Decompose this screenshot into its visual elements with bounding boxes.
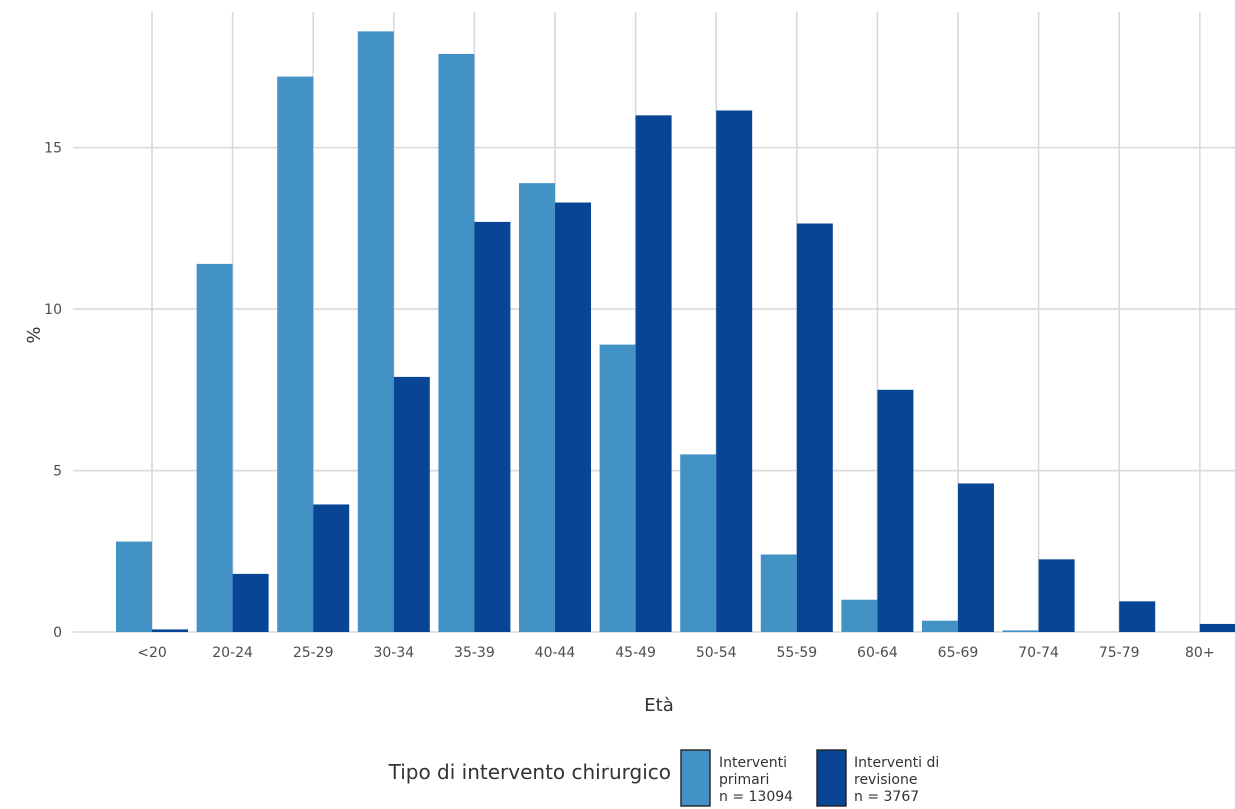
bar-primari-7 bbox=[680, 454, 717, 632]
bar-revisione-7 bbox=[716, 110, 753, 633]
bar-revisione-0 bbox=[152, 629, 188, 632]
x-tick-label: 20-24 bbox=[212, 645, 253, 661]
bar-revisione-11 bbox=[1038, 559, 1075, 632]
legend-title: Tipo di intervento chirurgico bbox=[388, 760, 671, 784]
bar-primari-9 bbox=[841, 599, 878, 632]
y-tick-label: 10 bbox=[44, 302, 62, 318]
legend-label-revisione: n = 3767 bbox=[854, 789, 919, 805]
legend-label-revisione: revisione bbox=[854, 772, 917, 788]
y-tick-label: 0 bbox=[53, 625, 62, 641]
bar-revisione-12 bbox=[1119, 601, 1156, 632]
bar-revisione-2 bbox=[313, 504, 350, 632]
y-tick-label: 5 bbox=[53, 464, 62, 480]
x-tick-label: 55-59 bbox=[776, 645, 817, 661]
bar-primari-10 bbox=[922, 620, 958, 632]
x-tick-label: 50-54 bbox=[696, 645, 737, 661]
tick-labels: 0 5 10 15 <20 20-24 25-29 30-34 35-39 40-44 45-49 5… bbox=[44, 141, 1214, 661]
y-axis-title: % bbox=[22, 326, 43, 343]
bar-revisione-10 bbox=[958, 483, 994, 632]
x-tick-label: 70-74 bbox=[1018, 645, 1059, 661]
bar-revisione-5 bbox=[555, 202, 591, 633]
bar-primari-2 bbox=[277, 76, 314, 633]
legend-label-primari: n = 13094 bbox=[719, 789, 793, 805]
x-tick-label: 60-64 bbox=[857, 645, 898, 661]
bars bbox=[116, 31, 1235, 633]
bar-revisione-13 bbox=[1199, 623, 1235, 632]
bar-primari-4 bbox=[438, 53, 475, 632]
x-tick-label: 35-39 bbox=[454, 645, 495, 661]
bar-revisione-3 bbox=[393, 376, 430, 632]
bar-primari-6 bbox=[599, 344, 636, 632]
bar-primari-5 bbox=[519, 183, 555, 633]
x-tick-label: 75-79 bbox=[1099, 645, 1140, 661]
x-tick-label: 30-34 bbox=[373, 645, 414, 661]
bar-primari-1 bbox=[196, 263, 233, 632]
bar-revisione-6 bbox=[635, 115, 672, 633]
legend-label-primari: Interventi bbox=[719, 755, 787, 771]
bar-primari-11 bbox=[1002, 630, 1039, 632]
x-tick-label: 65-69 bbox=[938, 645, 979, 661]
x-tick-label: 25-29 bbox=[293, 645, 334, 661]
bar-primari-8 bbox=[760, 554, 797, 632]
legend-label-revisione: Interventi di bbox=[854, 755, 939, 771]
bar-primari-3 bbox=[357, 31, 394, 632]
legend-key-primari bbox=[680, 749, 711, 807]
x-axis-title: Età bbox=[644, 695, 673, 716]
legend: Tipo di intervento chirurgico Interventi… bbox=[388, 749, 939, 807]
bar-revisione-4 bbox=[474, 221, 511, 633]
x-tick-label: 40-44 bbox=[535, 645, 576, 661]
x-tick-label: <20 bbox=[137, 645, 167, 661]
y-tick-label: 15 bbox=[44, 141, 62, 157]
bar-revisione-1 bbox=[232, 573, 269, 632]
legend-key-revisione bbox=[816, 749, 847, 807]
bar-primari-0 bbox=[116, 541, 152, 632]
x-tick-label: 45-49 bbox=[615, 645, 656, 661]
x-tick-label: 80+ bbox=[1185, 645, 1215, 661]
bar-revisione-9 bbox=[877, 389, 914, 632]
legend-label-primari: primari bbox=[719, 772, 769, 788]
bar-revisione-8 bbox=[796, 223, 833, 632]
